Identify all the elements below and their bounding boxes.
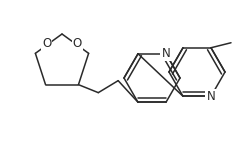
Text: O: O [42, 37, 51, 50]
Text: N: N [162, 47, 170, 60]
Text: N: N [207, 90, 215, 103]
Text: O: O [73, 37, 82, 50]
